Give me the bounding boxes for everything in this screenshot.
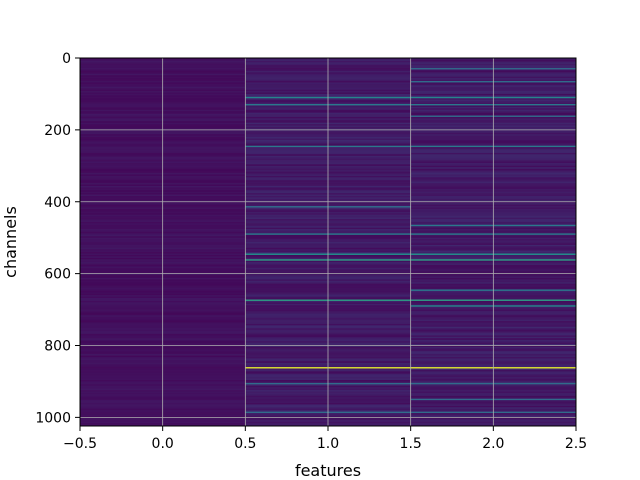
x-axis-label: features	[295, 461, 361, 480]
y-axis: 0 200 400 600 800 1000	[35, 51, 80, 426]
y-tick-label: 800	[44, 339, 71, 355]
x-tick-label: 1.5	[400, 436, 422, 452]
x-tick-label: 1.0	[317, 436, 339, 452]
y-axis-label: channels	[1, 206, 20, 278]
x-tick-label: 2.5	[565, 436, 587, 452]
y-tick-label: 200	[44, 123, 71, 139]
x-tick-label: 2.0	[482, 436, 504, 452]
x-tick-label: −0.5	[63, 436, 97, 452]
y-tick-label: 400	[44, 195, 71, 211]
x-axis: −0.5 0.0 0.5 1.0 1.5 2.0 2.5	[63, 426, 587, 452]
x-tick-label: 0.5	[234, 436, 256, 452]
y-tick-label: 1000	[35, 410, 71, 426]
y-tick-label: 600	[44, 267, 71, 283]
y-tick-label: 0	[62, 51, 71, 67]
x-tick-label: 0.0	[152, 436, 174, 452]
